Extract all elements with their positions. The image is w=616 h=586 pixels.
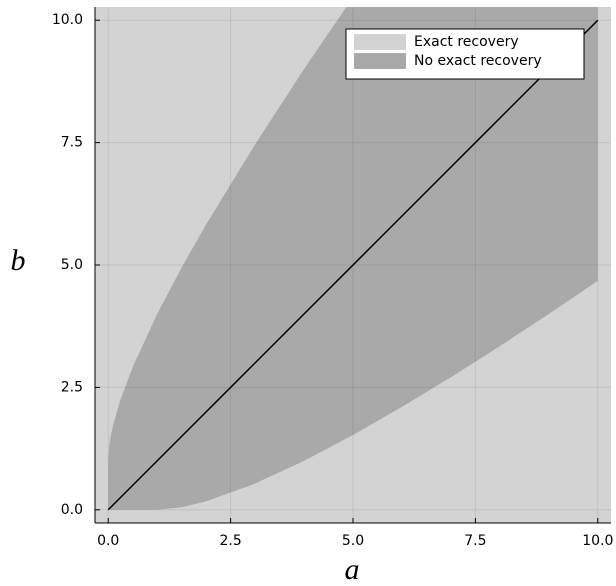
- x-tick-label: 7.5: [464, 533, 486, 549]
- x-axis-label: a: [345, 553, 360, 586]
- legend-label: No exact recovery: [414, 53, 542, 69]
- y-tick-label: 2.5: [61, 379, 83, 395]
- y-tick-label: 10.0: [52, 12, 83, 28]
- legend-swatch: [354, 34, 406, 50]
- y-tick-label: 7.5: [61, 135, 83, 151]
- y-tick-label: 0.0: [61, 502, 83, 518]
- x-tick-label: 5.0: [342, 533, 364, 549]
- y-tick-label: 5.0: [61, 257, 83, 273]
- x-tick-label: 0.0: [97, 533, 119, 549]
- legend-label: Exact recovery: [414, 34, 519, 50]
- y-axis-label: b: [11, 244, 26, 277]
- area-band: [108, 7, 598, 510]
- legend-swatch: [354, 53, 406, 69]
- x-tick-label: 2.5: [219, 533, 241, 549]
- x-tick-label: 10.0: [582, 533, 613, 549]
- plot-area: [95, 7, 611, 523]
- diagonal-line: [107, 19, 599, 511]
